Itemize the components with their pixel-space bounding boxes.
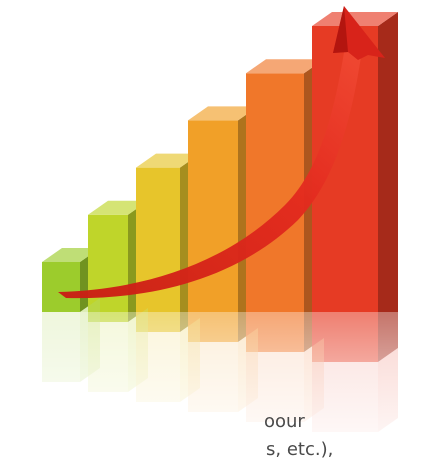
- bars-group: [42, 12, 398, 362]
- bar-front-face: [42, 262, 80, 312]
- chart-bar: [312, 12, 398, 362]
- rising-arrow-icon: [58, 6, 385, 299]
- bar-top-face: [188, 106, 258, 121]
- bar-top-face: [42, 248, 100, 262]
- text-fragment-1: oour: [264, 411, 305, 432]
- bar-top-face: [312, 12, 398, 26]
- reflection-fade: [0, 312, 437, 470]
- bar-top-face: [136, 153, 200, 168]
- bar-top-face: [246, 59, 324, 74]
- bar-top-face: [88, 200, 148, 215]
- bar-side-face: [378, 12, 398, 362]
- bar-front-face: [312, 26, 378, 362]
- bar-front-face: [136, 167, 180, 332]
- text-fragment-2: s, etc.),: [266, 439, 334, 460]
- bar-front-face: [246, 73, 304, 352]
- bar-front-face: [188, 120, 238, 343]
